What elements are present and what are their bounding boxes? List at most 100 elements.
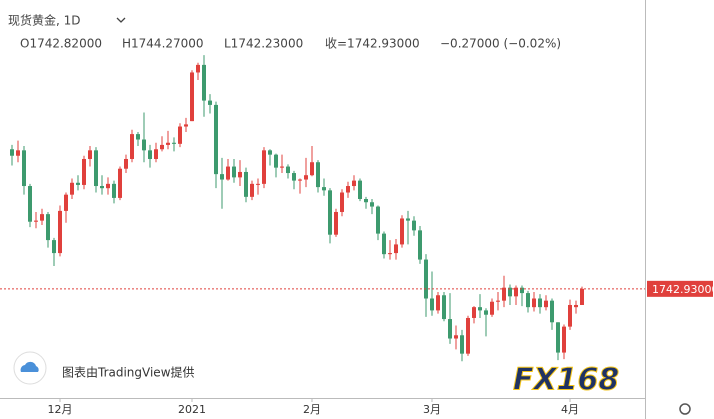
dropdown-icon[interactable] (116, 17, 126, 23)
candle-body (160, 144, 164, 150)
candle-body (106, 183, 110, 189)
candle-body (142, 139, 146, 151)
candle-body (478, 307, 482, 311)
candle-body (364, 199, 368, 203)
candle-body (232, 166, 236, 178)
candle-body (172, 142, 176, 144)
x-tick-label: 4月 (561, 403, 579, 416)
candle-body (508, 287, 512, 297)
candle-body (502, 287, 506, 301)
candle-body (52, 240, 56, 254)
candle-body (430, 298, 434, 311)
candle-body (148, 150, 152, 159)
candle-body (118, 168, 122, 198)
candle-body (70, 182, 74, 195)
candle-body (88, 150, 92, 159)
candle-body (28, 186, 32, 222)
candle-body (76, 182, 80, 185)
candle-body (274, 154, 278, 168)
candle-body (520, 287, 524, 294)
candle-body (286, 166, 290, 174)
candle-body (40, 214, 44, 221)
candle-body (358, 180, 362, 199)
candle-body (388, 253, 392, 255)
candle-body (316, 162, 320, 188)
candle-body (538, 298, 542, 308)
candle-body (334, 211, 338, 235)
candle-body (322, 187, 326, 191)
candle-body (292, 173, 296, 181)
x-tick-label: 2021 (178, 403, 206, 416)
settings-icon[interactable] (679, 403, 691, 415)
candle-body (268, 150, 272, 155)
high-label: H1744.27000 (122, 37, 204, 51)
candle-body (100, 186, 104, 189)
candle-body (16, 150, 20, 156)
candle-body (46, 214, 50, 241)
candle-body (220, 174, 224, 180)
candle-body (22, 150, 26, 187)
candle-body (406, 218, 410, 221)
close-label: 收=1742.93000 (325, 37, 420, 51)
candle-body (280, 166, 284, 168)
candle-body (214, 104, 218, 175)
candle-body (124, 158, 128, 169)
candle-body (94, 150, 98, 187)
candle-body (418, 230, 422, 260)
candle-body (394, 244, 398, 254)
candle-body (112, 183, 116, 198)
symbol: 现货黄金, 1D (8, 13, 81, 28)
candle-body (166, 142, 170, 145)
candle-body (310, 162, 314, 176)
candle-body (256, 183, 260, 185)
candle-body (544, 300, 548, 308)
candle-body (568, 304, 572, 327)
candle-body (562, 326, 566, 353)
candle-body (58, 210, 62, 254)
tv-logo (20, 361, 39, 372)
candle-body (370, 202, 374, 207)
candle-body (448, 319, 452, 339)
candle-body (346, 186, 350, 193)
candle-body (130, 134, 134, 159)
candle-body (580, 288, 584, 305)
candle-body (514, 287, 518, 297)
candle-body (436, 295, 440, 311)
change-label: −0.27000 (−0.02%) (440, 37, 561, 51)
candle-body (382, 233, 386, 255)
candle-body (328, 190, 332, 235)
candle-body (526, 293, 530, 308)
candle-body (412, 220, 416, 231)
candle-body (184, 124, 188, 127)
x-tick-label: 12月 (48, 403, 73, 416)
open-label: O1742.82000 (20, 37, 102, 51)
candle-body (400, 218, 404, 245)
low-label: L1742.23000 (224, 37, 303, 51)
candle-body (298, 179, 302, 181)
candle-body (64, 194, 68, 211)
candle-body (496, 300, 500, 302)
candle-body (424, 259, 428, 299)
candle-body (238, 171, 242, 178)
candle-body (10, 149, 14, 156)
candle-body (250, 183, 254, 197)
candle-body (190, 72, 194, 122)
candle-body (466, 317, 470, 354)
candle-body (574, 304, 578, 308)
fx168-logo: FX168 (513, 363, 619, 398)
candle-body (484, 310, 488, 315)
candle-body (82, 158, 86, 185)
candle-body (244, 171, 248, 197)
candle-body (136, 134, 140, 140)
candle-body (352, 180, 356, 187)
candle-body (208, 100, 212, 105)
candle-body (460, 335, 464, 354)
candle-body (442, 295, 446, 320)
candle-body (550, 300, 554, 323)
candle-body (556, 322, 560, 353)
candle-body (490, 301, 494, 315)
x-tick-label: 2月 (303, 403, 321, 416)
candle-body (262, 150, 266, 184)
